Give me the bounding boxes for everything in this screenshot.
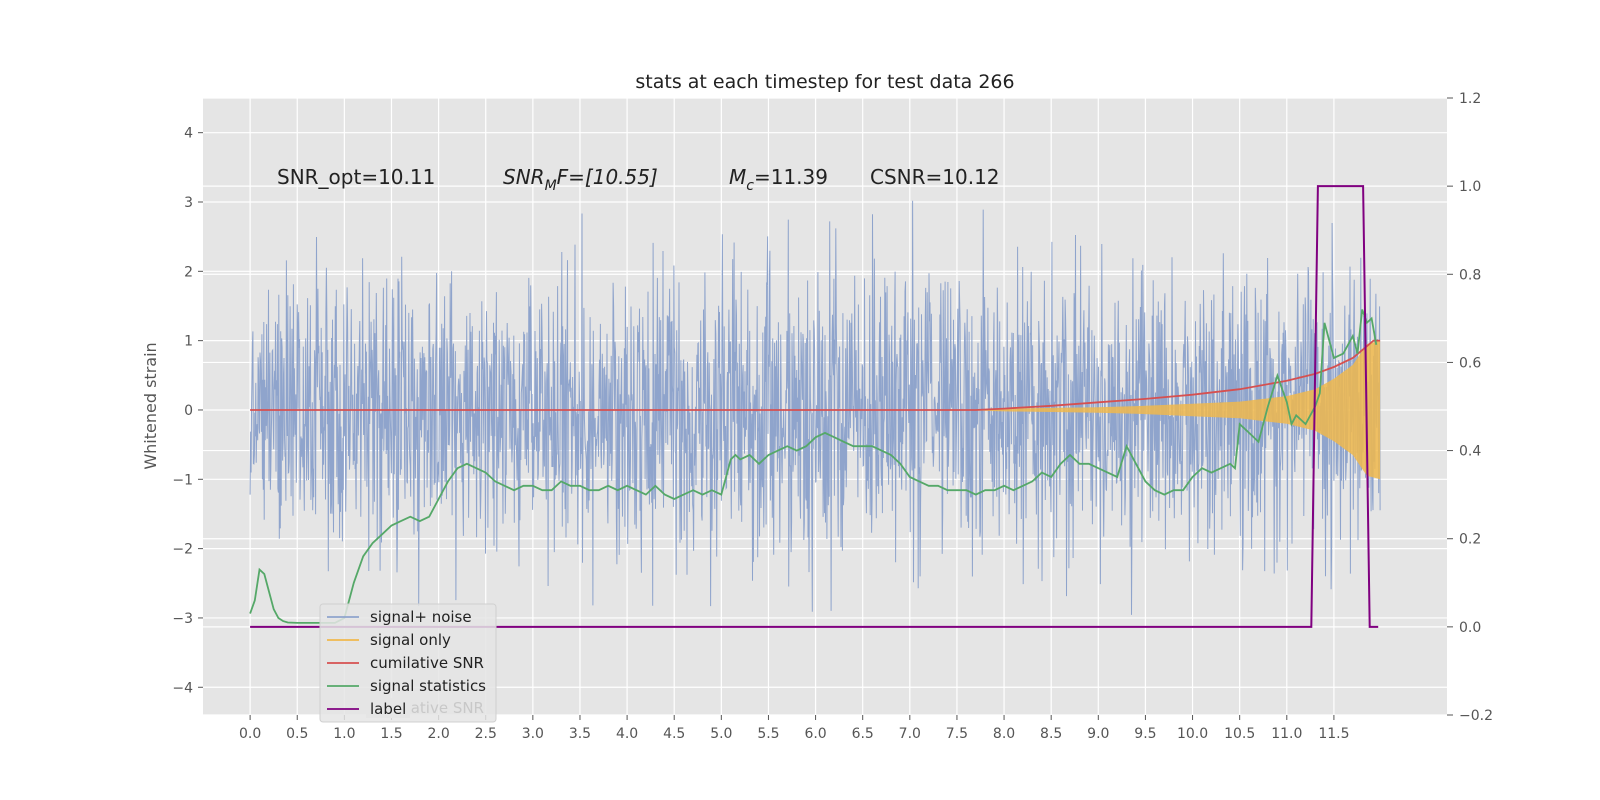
chart-title: stats at each timestep for test data 266	[635, 71, 1014, 93]
x-tick-label: 6.0	[804, 726, 826, 742]
y-tick-label: 1	[184, 334, 193, 350]
x-tick-label: 4.0	[616, 726, 638, 742]
y-tick-label: −4	[172, 680, 193, 696]
series-label	[250, 185, 1379, 628]
y-tick-label: 4	[184, 126, 193, 142]
legend-box	[319, 603, 497, 723]
y2-tick-label: 0.2	[1459, 532, 1481, 548]
legend: cumilative SNR signal+ noise signal only c…	[319, 603, 497, 723]
annotations: SNR_opt=10.11 SNRMF=[10.55] Mc=11.39 CSN…	[277, 165, 1000, 194]
x-tick-label: 5.0	[710, 726, 732, 742]
y2-tick-label: −0.2	[1459, 708, 1493, 724]
y2-tick-label: 0.6	[1459, 355, 1481, 371]
x-tick-label: 11.0	[1271, 726, 1302, 742]
x-axis-ticks: 0.0 0.5 1.0 1.5 2.0 2.5 3.0 3.5 4.0 4.5 5.0 5.5 6.0 6…	[239, 715, 1349, 742]
series-signal-noise	[249, 200, 1381, 615]
annotation-mc-b: =11.39	[754, 165, 828, 189]
x-tick-label: 2.0	[427, 726, 449, 742]
y-tick-label: −1	[172, 472, 193, 488]
x-tick-label: 0.0	[239, 726, 261, 742]
y-tick-label: 3	[184, 195, 193, 211]
series-signal-only	[956, 340, 1381, 480]
y-tick-label: −3	[172, 611, 193, 627]
series-layer	[249, 185, 1381, 628]
y2-axis-ticks: 1.2 1.0 0.8 0.6 0.4 0.2 0.0 −0.2	[1447, 91, 1493, 724]
x-tick-label: 4.5	[663, 726, 685, 742]
x-tick-label: 6.5	[852, 726, 874, 742]
annotation-mc: Mc=11.39	[729, 165, 828, 194]
y2-tick-label: 0.4	[1459, 444, 1481, 460]
x-tick-label: 9.5	[1134, 726, 1156, 742]
x-tick-label: 1.0	[333, 726, 355, 742]
x-tick-label: 9.0	[1087, 726, 1109, 742]
x-tick-label: 0.5	[286, 726, 308, 742]
x-tick-label: 3.0	[522, 726, 544, 742]
legend-label: signal+ noise	[370, 608, 472, 626]
x-tick-label: 1.5	[380, 726, 402, 742]
annotation-snr-mf-a: SNR	[503, 165, 545, 189]
annotation-csnr: CSNR=10.12	[870, 165, 1000, 189]
annotation-snr-mf: SNRMF=[10.55]	[503, 165, 658, 194]
x-tick-label: 8.5	[1040, 726, 1062, 742]
x-tick-label: 2.5	[475, 726, 497, 742]
annotation-snr-mf-b: F=[10.55]	[557, 165, 658, 189]
annotation-snr-mf-sub: M	[545, 178, 557, 194]
y2-tick-label: 0.0	[1459, 620, 1481, 636]
y-tick-label: 0	[184, 403, 193, 419]
x-tick-label: 10.0	[1177, 726, 1208, 742]
series-cumulative-snr	[250, 339, 1381, 411]
legend-items: signal+ noise signal only cumilative SNR si…	[327, 608, 486, 718]
annotation-mc-sub: c	[746, 178, 754, 194]
y-tick-label: 2	[184, 264, 193, 280]
annotation-mc-a: M	[729, 165, 746, 189]
x-tick-label: 7.5	[946, 726, 968, 742]
legend-label: signal only	[370, 631, 451, 649]
y2-tick-label: 1.0	[1459, 179, 1481, 195]
series-signal-statistics	[249, 309, 1378, 624]
y-axis-ticks: 4 3 2 1 0 −1 −2 −3 −4	[172, 126, 203, 696]
x-tick-label: 8.0	[993, 726, 1015, 742]
legend-label: cumilative SNR	[370, 654, 484, 672]
x-tick-label: 5.5	[757, 726, 779, 742]
y-axis-label: Whitened strain	[141, 342, 160, 469]
annotation-snr-opt: SNR_opt=10.11	[277, 165, 435, 189]
legend-label: signal statistics	[370, 677, 486, 695]
x-tick-label: 11.5	[1318, 726, 1349, 742]
y-tick-label: −2	[172, 542, 193, 558]
y2-tick-label: 1.2	[1459, 91, 1481, 107]
x-tick-label: 7.0	[899, 726, 921, 742]
x-tick-label: 10.5	[1224, 726, 1255, 742]
legend-label: label	[370, 700, 406, 718]
y2-tick-label: 0.8	[1459, 267, 1481, 283]
legend-item-label-backdrop	[366, 698, 410, 718]
x-tick-label: 3.5	[569, 726, 591, 742]
